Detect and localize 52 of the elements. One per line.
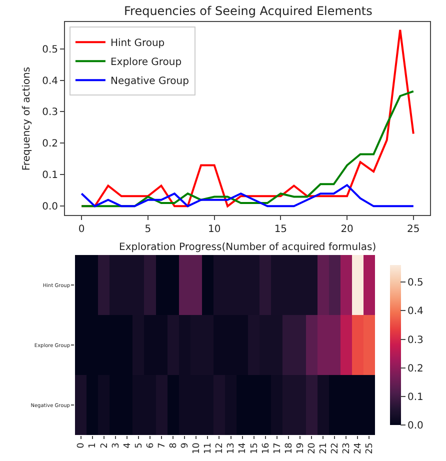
color-bar-label: 0.3 [408, 334, 424, 346]
x-tick-label: 0 [78, 224, 85, 235]
x-tick-label: 10 [208, 224, 221, 235]
color-bar-label: 0.4 [408, 306, 424, 318]
x-tick-label: 5 [134, 442, 144, 448]
x-tick-label: 13 [226, 442, 237, 454]
x-tick-label: 20 [307, 442, 318, 454]
x-tick-label: 21 [319, 442, 330, 454]
x-tick-label: 5 [144, 224, 152, 235]
x-tick-label: 3 [111, 442, 122, 448]
y-tick-label: 0.0 [42, 202, 58, 213]
legend-label: Hint Group [110, 38, 165, 50]
y-tick-label: 0.1 [42, 170, 58, 182]
x-tick-label: 0 [76, 442, 87, 448]
x-tick-label: 4 [122, 442, 133, 448]
x-tick-label: 2 [100, 442, 110, 448]
x-tick-label: 25 [365, 442, 376, 454]
color-bar-label: 0.2 [408, 363, 424, 374]
x-tick-label: 15 [250, 442, 260, 454]
x-tick-label: 20 [340, 224, 354, 235]
x-tick-label: 17 [272, 442, 283, 454]
chart-title: Frequencies of Seeing Acquired Elements [124, 4, 372, 18]
x-tick-label: 9 [180, 442, 191, 448]
y-tick-label: 0.4 [42, 76, 58, 87]
legend-label: Explore Group [110, 57, 182, 68]
x-tick-label: 23 [342, 442, 352, 454]
x-tick-label: 15 [274, 224, 288, 235]
x-tick-label: 22 [330, 442, 341, 454]
x-tick-label: 7 [157, 442, 168, 448]
legend-label: Negative Group [110, 76, 189, 88]
y-tick-label: 0.5 [42, 44, 58, 56]
x-tick-label: 10 [192, 442, 202, 454]
x-tick-label: 8 [169, 442, 180, 448]
line-series [80, 184, 414, 208]
color-bar-label: 0.5 [408, 278, 424, 289]
x-tick-label: 25 [407, 224, 420, 235]
x-tick-label: 14 [238, 442, 248, 454]
y-axis-title: Frequency of actions [22, 66, 33, 171]
color-bar-label: 0.1 [408, 392, 424, 403]
x-axis-title: Exploration Progress(Number of acquired formulas) [119, 242, 376, 253]
x-tick-label: 1 [88, 442, 98, 448]
y-tick-label: 0.2 [42, 138, 58, 150]
x-tick-label: 16 [261, 442, 272, 454]
color-bar-label: 0.0 [408, 420, 424, 432]
y-tick-label: 0.3 [42, 107, 58, 118]
x-tick-label: 19 [296, 442, 306, 454]
x-tick-label: 24 [354, 442, 364, 454]
x-tick-label: 11 [204, 442, 214, 454]
line-series [80, 90, 414, 208]
x-tick-label: 18 [284, 442, 294, 454]
x-tick-label: 12 [215, 442, 226, 454]
x-tick-label: 6 [146, 442, 156, 448]
